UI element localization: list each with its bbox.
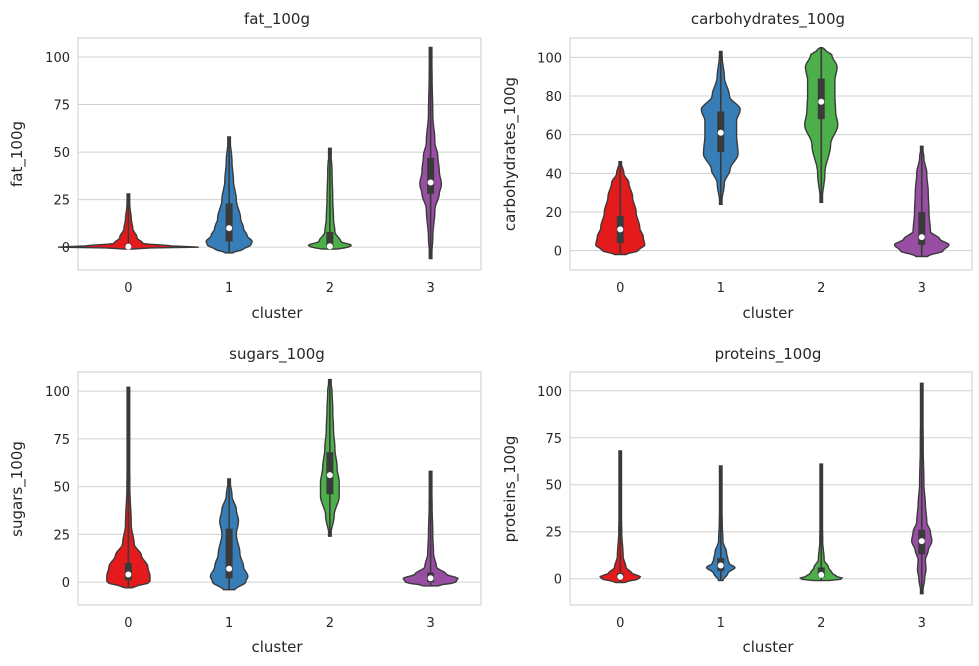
x-tick-label: 3: [918, 281, 926, 296]
x-tick-label: 3: [426, 281, 434, 296]
y-tick-label: 50: [53, 481, 70, 496]
violin-median-point: [818, 571, 825, 578]
y-tick-label: 80: [545, 90, 562, 105]
y-tick-label: 75: [53, 433, 70, 448]
x-tick-label: 2: [817, 281, 825, 296]
y-tick-label: 60: [545, 129, 562, 144]
x-tick-label: 3: [918, 616, 926, 631]
violin-median-point: [226, 225, 233, 232]
x-tick-label: 2: [326, 616, 334, 631]
violin-median-point: [617, 226, 624, 233]
y-tick-label: 0: [62, 576, 70, 591]
y-tick-label: 75: [53, 99, 70, 114]
subplot-title: carbohydrates_100g: [691, 10, 845, 29]
x-axis-label: cluster: [742, 638, 794, 656]
x-axis-label: cluster: [251, 304, 303, 322]
y-tick-label: 100: [45, 51, 70, 66]
subplot-title: fat_100g: [244, 10, 310, 29]
x-axis-label: cluster: [251, 638, 303, 656]
y-tick-label: 100: [537, 51, 562, 66]
y-tick-label: 0: [554, 573, 562, 588]
plot-area: [77, 37, 482, 271]
y-axis-label: sugars_100g: [8, 441, 27, 537]
x-tick-label: 2: [817, 616, 825, 631]
y-tick-label: 40: [545, 167, 562, 182]
y-tick-label: 25: [53, 194, 70, 209]
plot-area: [569, 371, 973, 606]
x-tick-label: 0: [124, 281, 132, 296]
violin-median-point: [427, 575, 434, 582]
violin-median-point: [326, 472, 333, 479]
violin-iqr-box: [918, 212, 926, 245]
x-axis-label: cluster: [742, 304, 794, 322]
violin-median-point: [326, 243, 333, 250]
y-tick-label: 0: [554, 245, 562, 260]
subplot-fat: fat_100g cluster fat_100g 0 25 50 75 100 0 1 2 3: [8, 10, 482, 322]
violin-median-point: [226, 565, 233, 572]
violin-median-point: [717, 562, 724, 569]
violin-iqr-box: [225, 528, 233, 579]
y-axis-label: proteins_100g: [501, 436, 520, 543]
subplot-title: proteins_100g: [715, 345, 822, 364]
subplot-sugars: sugars_100g cluster sugars_100g 0 25 50 75 1…: [8, 345, 482, 656]
y-tick-label: 100: [537, 385, 562, 400]
x-tick-label: 1: [225, 616, 233, 631]
violin-iqr-box: [225, 203, 233, 242]
y-tick-label: 20: [545, 206, 562, 221]
x-tick-label: 0: [616, 616, 624, 631]
violin-iqr-box: [427, 157, 435, 194]
y-tick-label: 75: [545, 432, 562, 447]
subplot-title: sugars_100g: [229, 345, 325, 364]
violin-median-point: [717, 129, 724, 136]
x-tick-label: 2: [326, 281, 334, 296]
violin-median-point: [918, 538, 925, 545]
y-tick-label: 25: [53, 528, 70, 543]
violin-median-point: [818, 98, 825, 105]
x-tick-label: 3: [426, 616, 434, 631]
y-tick-label: 50: [53, 146, 70, 161]
violin-median-point: [918, 234, 925, 241]
x-tick-label: 0: [616, 281, 624, 296]
violin-median-point: [125, 243, 132, 250]
violin-median-point: [617, 573, 624, 580]
x-tick-label: 1: [717, 281, 725, 296]
subplot-carbohydrates: carbohydrates_100g cluster carbohydrates…: [501, 10, 973, 322]
y-tick-label: 100: [45, 385, 70, 400]
violin-median-point: [125, 571, 132, 578]
violin-iqr-box: [326, 231, 334, 248]
x-tick-label: 1: [717, 616, 725, 631]
y-tick-label: 0: [62, 241, 70, 256]
y-axis-label: fat_100g: [8, 121, 27, 187]
x-tick-label: 1: [225, 281, 233, 296]
y-tick-label: 25: [545, 526, 562, 541]
subplot-proteins: proteins_100g cluster proteins_100g 0 25 5…: [501, 345, 973, 656]
violin-median-point: [427, 179, 434, 186]
y-tick-label: 50: [545, 479, 562, 494]
x-tick-label: 0: [124, 616, 132, 631]
y-axis-label: carbohydrates_100g: [501, 77, 520, 231]
